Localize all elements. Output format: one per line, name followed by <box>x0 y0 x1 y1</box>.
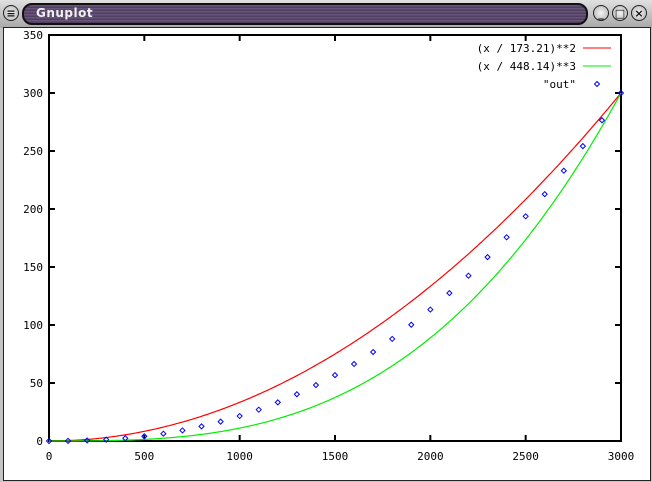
data-point <box>408 321 415 328</box>
x-tick-label: 2500 <box>512 450 539 463</box>
y-tick-label: 200 <box>23 203 43 216</box>
x-tick-label: 500 <box>134 450 154 463</box>
data-point <box>293 391 301 398</box>
data-point <box>446 289 453 297</box>
close-icon[interactable]: × <box>631 5 647 21</box>
data-point <box>560 167 568 174</box>
data-point <box>579 142 587 150</box>
data-point <box>541 190 548 198</box>
data-point <box>179 427 186 434</box>
data-point <box>64 437 72 445</box>
y-tick-label: 300 <box>23 87 43 100</box>
window-title: Gnuplot <box>36 6 94 20</box>
data-point <box>522 213 529 220</box>
x-tick-label: 0 <box>46 450 53 463</box>
data-point <box>465 272 472 279</box>
data-point <box>122 435 129 442</box>
data-point <box>198 423 205 430</box>
chart: 0 500 1000 1500 2000 2500 3000 0 50 100 150 200 250 3… <box>23 29 635 463</box>
data-point <box>274 399 282 406</box>
data-point <box>160 430 167 437</box>
y-tick-label: 50 <box>30 377 43 390</box>
series-line-1 <box>49 92 622 442</box>
legend-label: "out" <box>543 78 576 91</box>
x-tick-label: 3000 <box>608 450 635 463</box>
y-tick-label: 0 <box>36 435 43 448</box>
data-point <box>236 412 243 420</box>
data-point <box>503 234 510 241</box>
data-point <box>598 117 606 124</box>
data-point <box>369 348 377 356</box>
plot-area: 0 500 1000 1500 2000 2500 3000 0 50 100 150 200 250 3… <box>3 27 651 481</box>
data-point <box>617 89 625 97</box>
data-point <box>388 335 396 343</box>
data-point <box>45 437 53 445</box>
minimize-icon[interactable]: _ <box>593 5 609 21</box>
data-point <box>331 371 339 379</box>
data-point <box>102 436 110 443</box>
data-point <box>350 360 358 368</box>
x-tick-label: 1000 <box>226 450 253 463</box>
maximize-icon[interactable]: □ <box>612 5 628 21</box>
data-point <box>141 433 148 440</box>
menu-icon[interactable]: ≡ <box>3 5 19 21</box>
data-point <box>427 306 434 313</box>
data-point <box>83 437 91 444</box>
legend-point <box>593 80 601 88</box>
series-line-0 <box>49 92 622 442</box>
x-tick-label: 2000 <box>417 450 444 463</box>
data-point <box>484 253 491 261</box>
legend-label: (x / 448.14)**3 <box>477 60 576 73</box>
data-point <box>255 406 262 413</box>
plot-border <box>48 34 622 442</box>
y-tick-label: 350 <box>23 29 43 42</box>
x-tick-label: 1500 <box>322 450 349 463</box>
y-tick-label: 100 <box>23 319 43 332</box>
title-bar[interactable]: ≡ Gnuplot _ □ × <box>0 0 652 28</box>
y-tick-label: 150 <box>23 261 43 274</box>
title-pill[interactable]: Gnuplot <box>22 3 588 25</box>
y-tick-label: 250 <box>23 145 43 158</box>
data-point <box>217 418 224 425</box>
data-point <box>312 381 320 389</box>
legend-label: (x / 173.21)**2 <box>477 42 576 55</box>
